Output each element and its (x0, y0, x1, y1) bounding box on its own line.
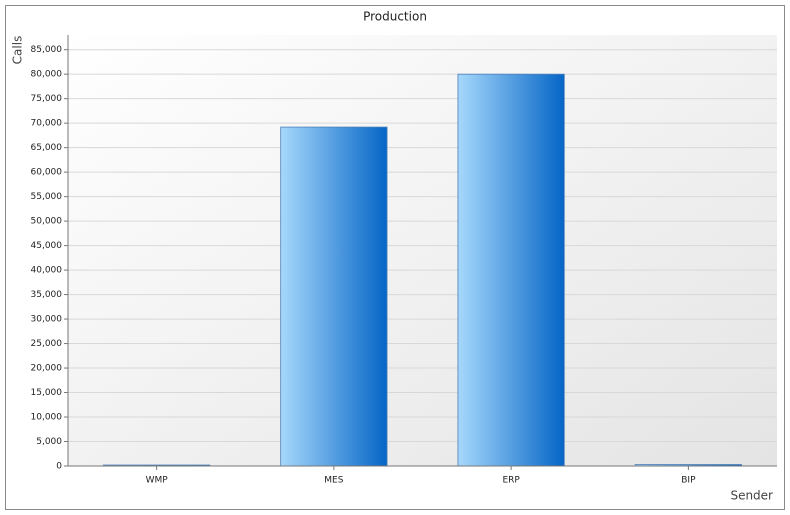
y-axis-title: Calls (11, 36, 25, 65)
y-tick-label: 25,000 (31, 339, 63, 349)
y-tick-label: 55,000 (31, 192, 63, 202)
y-tick-label: 70,000 (31, 119, 63, 129)
bar (280, 126, 388, 467)
marks (103, 73, 742, 467)
x-tick-label: MES (324, 476, 343, 486)
x-tick-label: BIP (681, 476, 696, 486)
y-tick-label: 5,000 (36, 437, 62, 447)
chart-title: Production (363, 10, 427, 24)
x-tick-label: WMP (146, 476, 169, 486)
plot-area (68, 35, 777, 466)
y-tick-label: 10,000 (31, 413, 63, 423)
y-tick-label: 85,000 (31, 45, 63, 55)
y-tick-label: 60,000 (31, 168, 63, 178)
y-tick-label: 75,000 (31, 94, 63, 104)
y-tick-label: 50,000 (31, 217, 63, 227)
bar (457, 73, 565, 467)
y-tick-label: 40,000 (31, 266, 63, 276)
x-axis-title: Sender (730, 489, 773, 503)
y-tick-label: 45,000 (31, 241, 63, 251)
y-tick-label: 65,000 (31, 143, 63, 153)
y-tick-label: 80,000 (31, 70, 63, 80)
y-tick-label: 0 (56, 462, 62, 472)
x-tick-label: ERP (502, 476, 520, 486)
y-tick-label: 30,000 (31, 315, 63, 325)
y-tick-label: 20,000 (31, 364, 63, 374)
y-tick-label: 35,000 (31, 290, 63, 300)
y-tick-label: 15,000 (31, 388, 63, 398)
